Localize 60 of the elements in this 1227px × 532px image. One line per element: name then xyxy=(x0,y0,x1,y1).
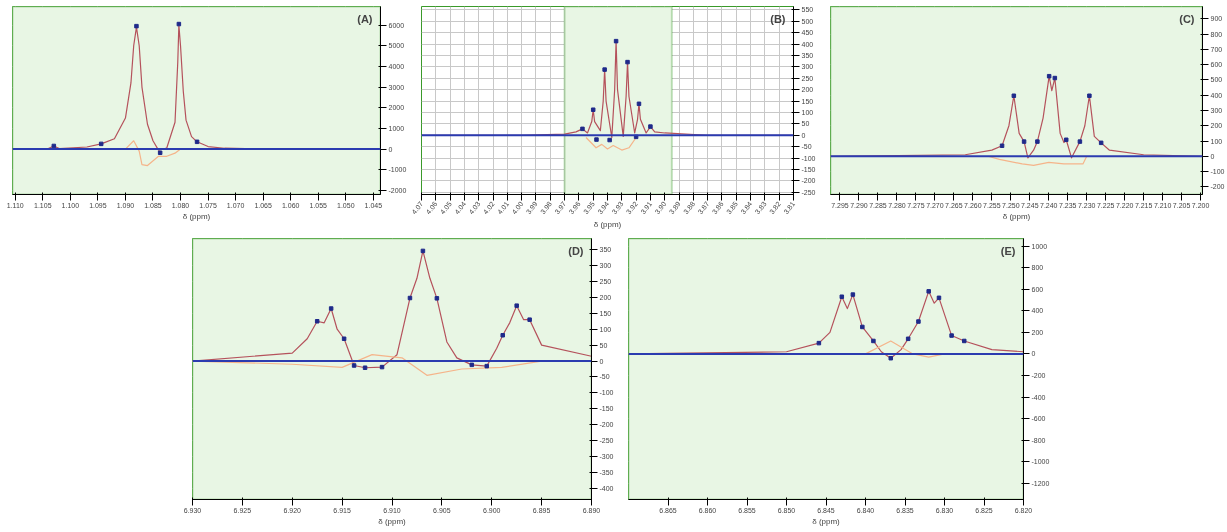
point xyxy=(500,333,505,338)
annotation: (D) xyxy=(568,244,584,257)
x-axis-title: δ (ppm) xyxy=(378,516,407,526)
point xyxy=(51,143,57,149)
point xyxy=(1087,93,1092,99)
point xyxy=(1077,139,1083,144)
point xyxy=(362,365,368,370)
point xyxy=(999,143,1005,148)
annotation: (C) xyxy=(1179,12,1195,25)
point xyxy=(98,141,104,147)
point xyxy=(860,324,865,330)
point xyxy=(469,362,475,368)
point xyxy=(351,363,357,368)
point xyxy=(328,306,334,311)
x-axis-title: δ (ppm) xyxy=(812,516,841,526)
point xyxy=(157,150,163,156)
point xyxy=(1098,140,1104,146)
point xyxy=(850,292,856,297)
annotation: (A) xyxy=(357,12,373,25)
point xyxy=(905,336,911,342)
point xyxy=(514,303,519,308)
point xyxy=(134,23,139,29)
annotation: (E) xyxy=(1000,244,1016,257)
point xyxy=(816,340,822,346)
point xyxy=(1063,137,1069,143)
point xyxy=(936,295,942,301)
point xyxy=(176,21,182,27)
point xyxy=(636,101,642,107)
point xyxy=(607,137,612,143)
line-series xyxy=(987,155,1088,167)
point xyxy=(613,38,619,44)
x-axis-title: δ (ppm) xyxy=(593,220,622,230)
point xyxy=(580,126,585,132)
point xyxy=(871,338,876,344)
annotation: (B) xyxy=(770,12,786,25)
point xyxy=(1021,139,1027,144)
x-axis-title: δ (ppm) xyxy=(182,211,211,221)
point xyxy=(594,137,599,142)
line-series xyxy=(585,136,637,151)
point xyxy=(926,289,931,294)
point xyxy=(839,294,845,299)
point xyxy=(484,363,490,369)
point xyxy=(434,296,440,301)
point xyxy=(590,107,596,112)
point xyxy=(602,67,607,72)
point xyxy=(1046,73,1052,79)
point xyxy=(314,319,320,324)
point xyxy=(648,124,653,129)
point xyxy=(625,59,630,65)
point xyxy=(194,139,200,145)
point xyxy=(527,317,532,322)
point xyxy=(1011,93,1017,99)
point xyxy=(1035,139,1040,144)
point xyxy=(888,355,894,361)
point xyxy=(949,333,954,338)
x-axis-title: δ (ppm) xyxy=(1002,211,1031,221)
point xyxy=(916,319,921,324)
point xyxy=(962,338,967,344)
point xyxy=(341,336,347,342)
point xyxy=(1052,75,1058,81)
